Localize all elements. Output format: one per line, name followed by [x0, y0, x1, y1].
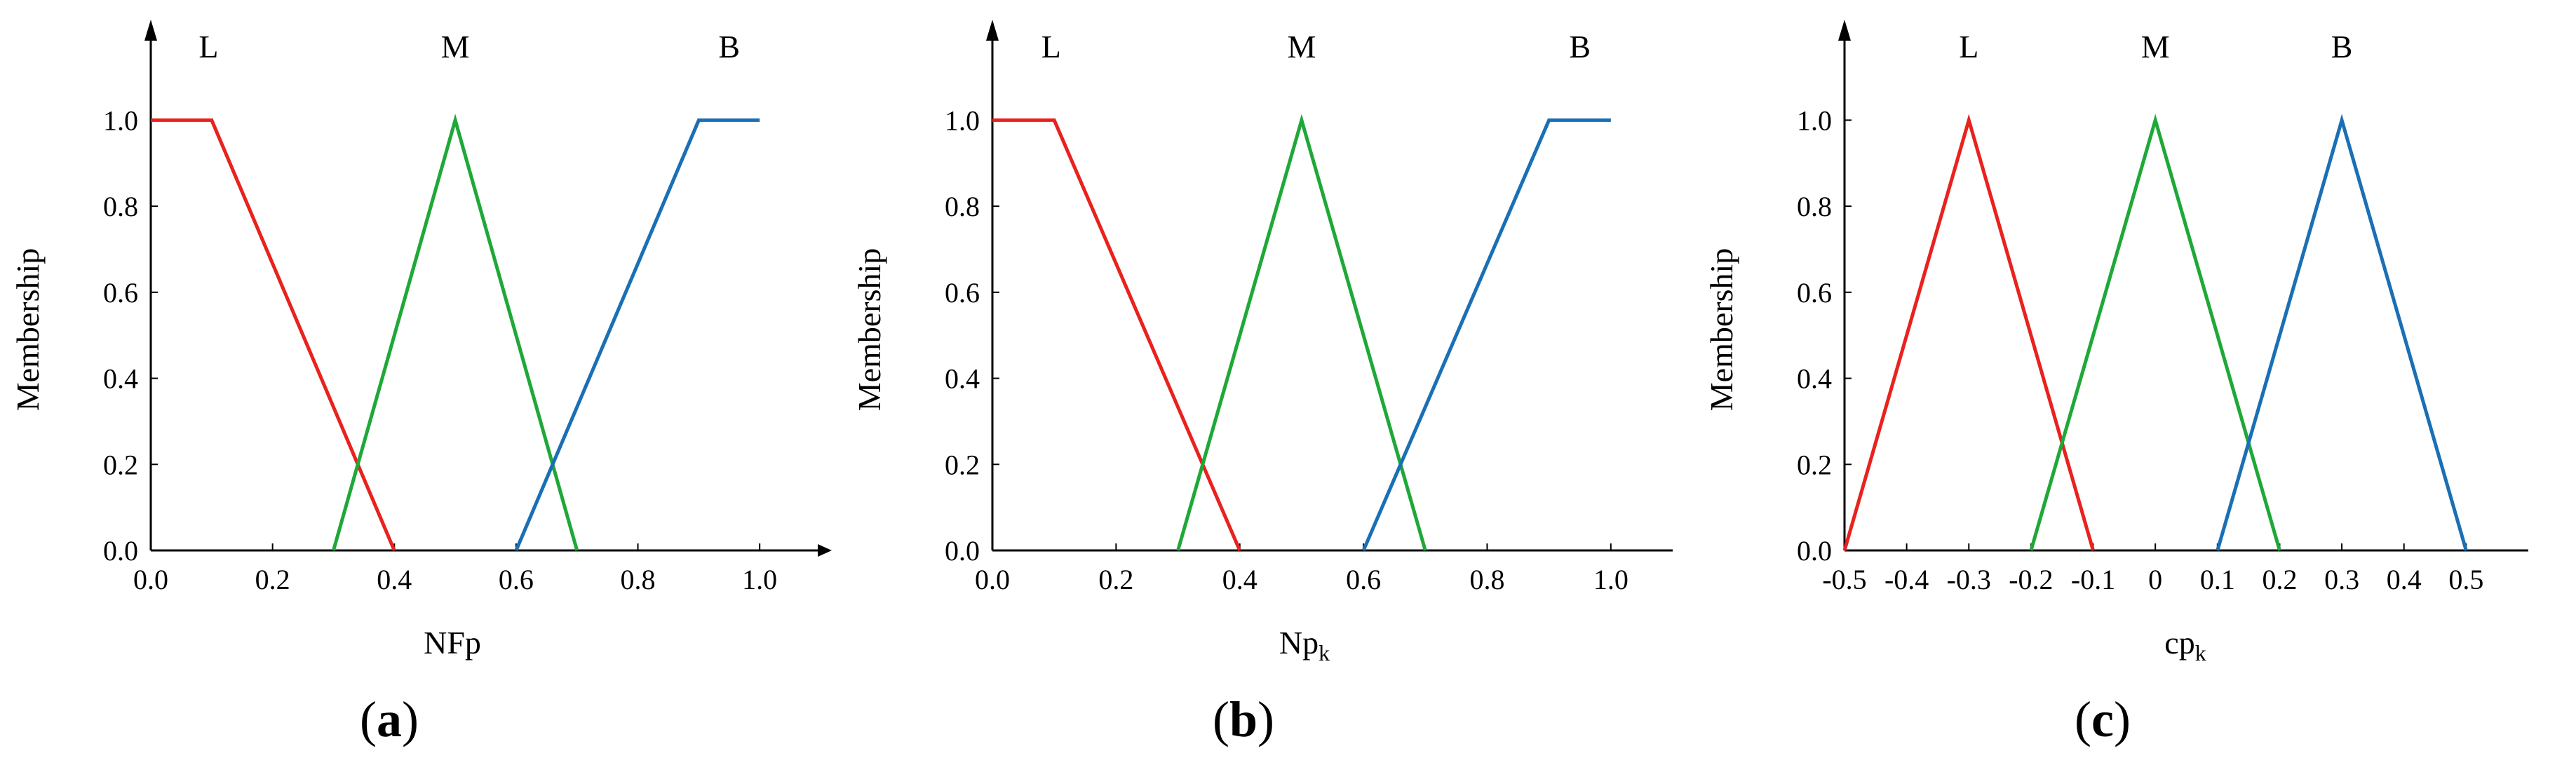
x-tick-label: 0.4 [377, 564, 412, 595]
x-tick-label: 0.0 [133, 564, 168, 595]
panel-label: (c) [2075, 691, 2131, 747]
y-tick-label: 0.0 [945, 535, 980, 567]
x-tick-label: -0.1 [2071, 564, 2115, 595]
x-tick-label: 0.0 [975, 564, 1010, 595]
series-line-b [2216, 114, 2468, 551]
x-tick-label: 0.8 [1469, 564, 1504, 595]
panel-label-open: ( [2075, 691, 2091, 747]
series-label-m: M [441, 29, 470, 65]
y-tick-label: 0.8 [103, 191, 138, 222]
y-tick-label: 0.8 [1797, 191, 1832, 222]
x-tick-label: 0.2 [1098, 564, 1133, 595]
series-label-b: B [2331, 29, 2353, 65]
x-tick-label: 1.0 [1593, 564, 1628, 595]
panel-label: (a) [360, 691, 419, 747]
panel-label-close: ) [2114, 691, 2131, 747]
y-tick-label: 0.6 [103, 277, 138, 309]
panel-label-letter: a [377, 691, 402, 747]
panel-label-letter: b [1229, 691, 1257, 747]
y-tick-label: 1.0 [103, 104, 138, 136]
panel-a: Membership NFp (a) 0.0 0.2 0.4 0.6 0.8 1.00.0… [10, 20, 832, 747]
panel-label-letter: c [2091, 691, 2114, 747]
y-tick-label: 0.4 [103, 363, 138, 395]
y-tick-label: 0.4 [1797, 363, 1832, 395]
x-axis-label: NFp [424, 625, 481, 661]
x-tick-label: 0.2 [255, 564, 290, 595]
y-tick-label: 0.4 [945, 363, 980, 395]
x-tick-label: 0.4 [2387, 564, 2422, 595]
x-axis-label-sub: k [1319, 640, 1330, 665]
series-label-m: M [1287, 29, 1316, 65]
series-label-b: B [1569, 29, 1591, 65]
x-tick-label: 0.2 [2262, 564, 2297, 595]
x-tick-label: 0.6 [499, 564, 534, 595]
series-line-l [1842, 114, 2095, 551]
x-tick-label: -0.2 [2009, 564, 2053, 595]
series-line-l [151, 118, 396, 551]
y-tick-label: 0.8 [945, 191, 980, 222]
panel-label-open: ( [360, 691, 377, 747]
panel-label-close: ) [402, 691, 419, 747]
x-axis-label-sub: k [2195, 640, 2206, 665]
plot-area: 0.0 0.2 0.4 0.6 0.8 1.0 0.0 0.2 0.4 0.6 0.8 1.0 L M B [945, 20, 1673, 595]
panel-b: Membership Npk (b) 0.0 0.2 0.4 0.6 0.8 1.00.0… [851, 20, 1673, 747]
y-tick-label: 0.6 [945, 277, 980, 309]
y-axis-arrow [144, 20, 157, 41]
x-tick-label: 0.8 [621, 564, 656, 595]
y-tick-label: 0.2 [945, 449, 980, 480]
x-axis-label-main: cp [2164, 625, 2194, 661]
y-axis-label: Membership [10, 248, 46, 412]
y-tick-label: 0.0 [1797, 535, 1832, 567]
x-tick-label: -0.3 [1947, 564, 1991, 595]
series-label-l: L [1959, 29, 1978, 65]
y-axis-arrow [1838, 20, 1851, 41]
y-tick-label: 0.0 [103, 535, 138, 567]
y-axis-label: Membership [851, 248, 887, 412]
x-tick-label: 1.0 [742, 564, 777, 595]
x-tick-label: 0.1 [2200, 564, 2235, 595]
x-tick-label: 0 [2148, 564, 2162, 595]
x-tick-label: 0.4 [1222, 564, 1257, 595]
series-line-l [992, 118, 1242, 551]
series-label-m: M [2141, 29, 2170, 65]
y-tick-label: 1.0 [1797, 104, 1832, 136]
series-label-l: L [198, 29, 218, 65]
x-axis-arrow [818, 544, 832, 557]
y-tick-label: 0.2 [103, 449, 138, 480]
series-line-m [2029, 114, 2281, 551]
series-line-m [332, 114, 579, 551]
series-line-m [1176, 114, 1427, 551]
series-line-b [1361, 118, 1611, 551]
y-tick-label: 0.2 [1797, 449, 1832, 480]
panel-label: (b) [1213, 691, 1274, 747]
y-axis-arrow [986, 20, 999, 41]
series-label-b: B [718, 29, 740, 65]
plot-area: -0.5 -0.4 -0.3 -0.2 -0.1 0 0.1 0.2 0.3 0.4 0.5 0.0 0… [1797, 20, 2528, 595]
x-tick-label: -0.5 [1822, 564, 1866, 595]
plot-area: 0.0 0.2 0.4 0.6 0.8 1.0 0.0 0.2 0.4 0.6 0.8 1.0 L M B [103, 20, 832, 595]
panel-c: Membership cpk (c) -0.5 -0.4 -0.3 -0.2 -0.1 0… [1704, 20, 2528, 747]
x-axis-label: Npk [1279, 625, 1330, 665]
series-line-b [514, 118, 760, 551]
x-tick-label: 0.5 [2448, 564, 2483, 595]
y-tick-label: 0.6 [1797, 277, 1832, 309]
y-tick-label: 1.0 [945, 104, 980, 136]
series-label-l: L [1041, 29, 1061, 65]
x-tick-label: 0.3 [2324, 564, 2359, 595]
x-tick-label: -0.4 [1884, 564, 1929, 595]
x-axis-label-main: Np [1279, 625, 1319, 661]
panel-label-close: ) [1257, 691, 1274, 747]
x-axis-label-main: NFp [424, 625, 481, 661]
x-tick-label: 0.6 [1346, 564, 1381, 595]
panel-label-open: ( [1213, 691, 1229, 747]
y-axis-label: Membership [1704, 248, 1739, 412]
x-axis-label: cpk [2164, 625, 2206, 665]
